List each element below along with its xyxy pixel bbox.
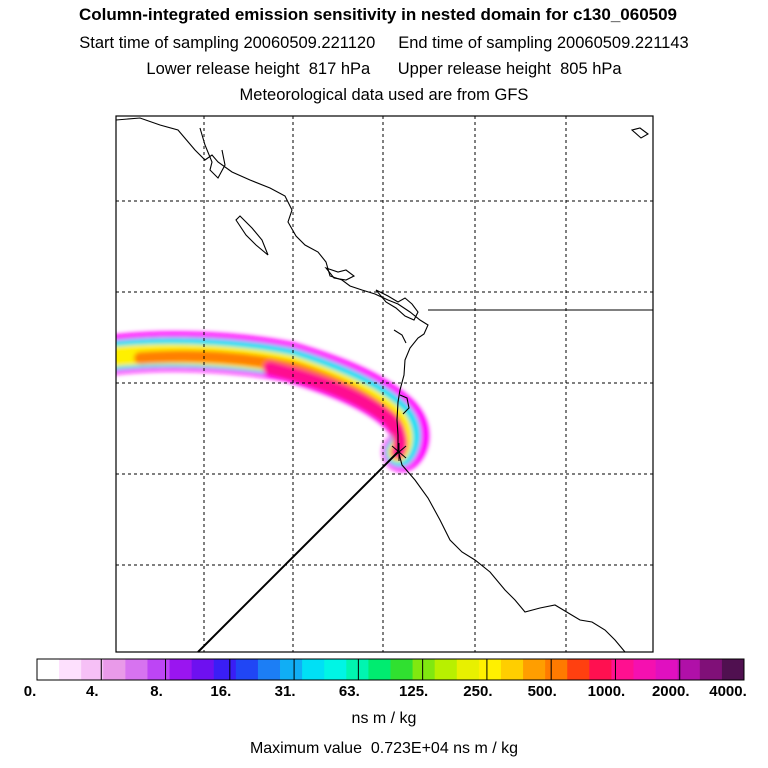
colorbar-cell (545, 659, 568, 680)
colorbar-cell (37, 659, 60, 680)
colorbar-cell (721, 659, 745, 680)
colorbar-cell (125, 659, 148, 680)
colorbar-cell (633, 659, 657, 680)
colorbar-tick-label: 4. (86, 683, 99, 700)
colorbar-cell (81, 659, 104, 680)
colorbar-tick-label: 125. (399, 683, 429, 700)
emission-plume (116, 331, 430, 472)
flight-track (197, 450, 400, 653)
end-value: 20060509.221143 (556, 34, 689, 52)
colorbar-cell (412, 659, 436, 680)
colorbar-cell (59, 659, 82, 680)
release-point-marker (391, 443, 407, 461)
lower-value: 817 hPa (308, 60, 371, 78)
colorbar-cell (324, 659, 347, 680)
colorbar-cell (456, 659, 480, 680)
end-label: End time of sampling (398, 34, 553, 52)
sampling-times: Start time of sampling 20060509.221120 E… (0, 34, 768, 53)
colorbar-cell (655, 659, 679, 680)
lower-label: Lower release height (146, 60, 300, 78)
colorbar-frame (36, 658, 745, 681)
map-frame (115, 115, 654, 653)
colorbar-cell (567, 659, 590, 680)
colorbar-cell (302, 659, 325, 680)
colorbar-tick-labels: 0. 4. 8. 16. 31. 63. 125. 250. 500. 1000. 2000. 400… (0, 683, 768, 705)
colorbar-cell (589, 659, 612, 680)
colorbar-cell (103, 659, 126, 680)
colorbar-cell (257, 659, 281, 680)
colorbar-tick-label: 63. (338, 683, 360, 700)
colorbar-cell (677, 659, 701, 680)
max-label: Maximum value (249, 740, 362, 757)
colorbar-cell (191, 659, 215, 680)
colorbar-cell (235, 659, 259, 680)
colorbar-cell (434, 659, 458, 680)
plot-title: Column-integrated emission sensitivity i… (78, 5, 678, 24)
upper-label: Upper release height (397, 60, 551, 78)
colorbar-tick-label: 2000. (651, 683, 690, 700)
start-label: Start time of sampling (79, 34, 239, 52)
max-number: 0.723E+04 ns m / kg (370, 740, 519, 757)
colorbar-cell (699, 659, 723, 680)
colorbar (37, 659, 745, 680)
upper-value: 805 hPa (560, 60, 622, 78)
coastline (116, 117, 653, 652)
colorbar-tick-label: 1000. (587, 683, 626, 700)
colorbar-cell (346, 659, 369, 680)
release-heights: Lower release height 817 hPa Upper relea… (0, 60, 768, 79)
colorbar-cell (280, 659, 303, 680)
colorbar-cell (611, 659, 634, 680)
maximum-value: Maximum value 0.723E+04 ns m / kg (0, 740, 768, 758)
colorbar-cell (390, 659, 413, 680)
colorbar-cell (523, 659, 546, 680)
colorbar-tick-label: 31. (274, 683, 296, 700)
colorbar-tick-label: 16. (210, 683, 232, 700)
colorbar-tick-label: 4000. (709, 683, 747, 700)
colorbar-cell (169, 659, 193, 680)
colorbar-cell (213, 659, 237, 680)
colorbar-cell (500, 659, 524, 680)
colorbar-cell (368, 659, 391, 680)
colorbar-tick-label: 500. (527, 683, 557, 700)
colorbar-tick-label: 250. (463, 683, 493, 700)
colorbar-cell (147, 659, 170, 680)
colorbar-cell (478, 659, 502, 680)
colorbar-unit: ns m / kg (351, 710, 417, 727)
start-value: 20060509.221120 (243, 34, 376, 52)
colorbar-tick-label: 0. (23, 683, 37, 700)
met-data-note: Meteorological data used are from GFS (239, 86, 529, 104)
lat-lon-grid (116, 116, 653, 652)
colorbar-tick-label: 8. (150, 683, 163, 700)
